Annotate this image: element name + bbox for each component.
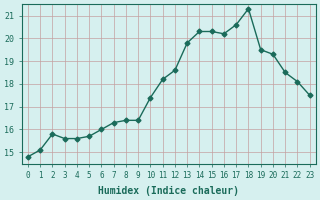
X-axis label: Humidex (Indice chaleur): Humidex (Indice chaleur) [98,186,239,196]
